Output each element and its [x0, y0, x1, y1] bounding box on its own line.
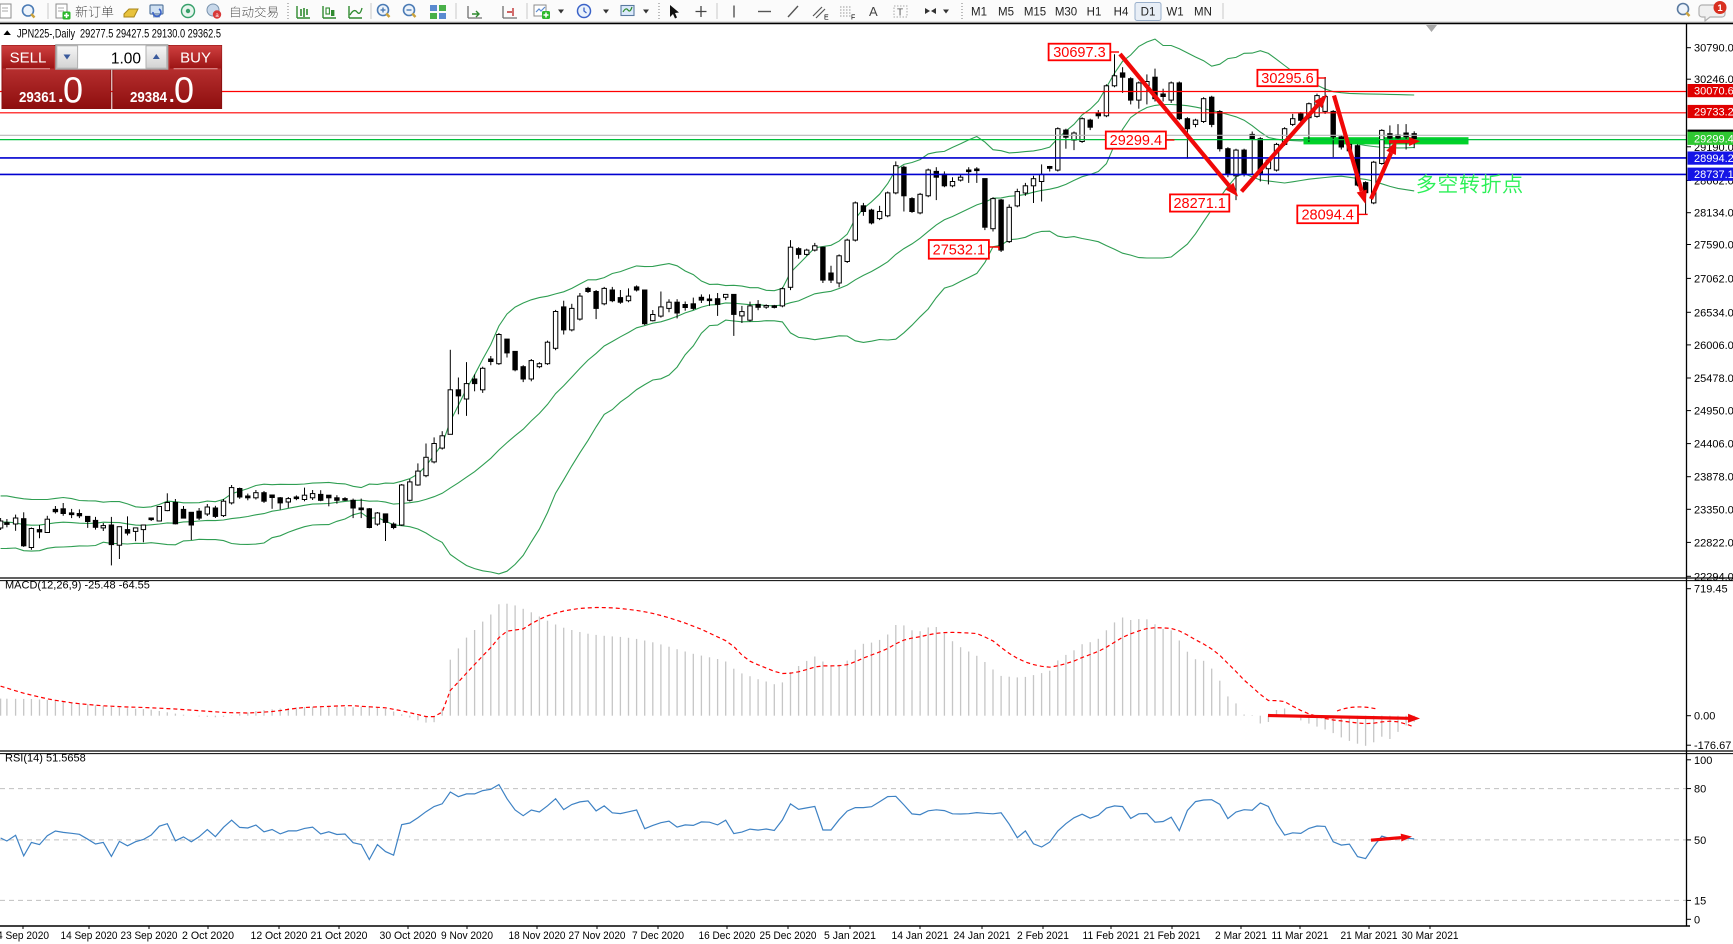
svg-text:29384: 29384 [130, 89, 168, 106]
svg-text:27 Nov 2020: 27 Nov 2020 [569, 930, 626, 942]
svg-text:28994.2: 28994.2 [1694, 153, 1733, 165]
svg-text:-176.67: -176.67 [1694, 740, 1731, 752]
svg-text:29299.4: 29299.4 [1694, 133, 1733, 145]
svg-text:T: T [897, 8, 903, 19]
svg-text:100: 100 [1694, 755, 1712, 767]
svg-text:1.00: 1.00 [111, 51, 142, 68]
svg-text:JPN225-,Daily: JPN225-,Daily [17, 27, 75, 41]
svg-text:50: 50 [1694, 835, 1706, 847]
svg-text:0: 0 [63, 70, 83, 111]
svg-text:29361: 29361 [19, 89, 56, 106]
svg-text:W1: W1 [1166, 7, 1183, 19]
svg-text:A: A [869, 4, 878, 19]
svg-text:25 Dec 2020: 25 Dec 2020 [760, 930, 817, 942]
svg-text:30070.6: 30070.6 [1694, 86, 1733, 98]
svg-text:27062.0: 27062.0 [1694, 273, 1733, 285]
svg-text:H1: H1 [1087, 7, 1102, 19]
svg-text:2 Feb 2021: 2 Feb 2021 [1017, 930, 1069, 942]
svg-text:25478.0: 25478.0 [1694, 373, 1733, 385]
svg-text:MN: MN [1194, 7, 1212, 19]
svg-text:30295.6: 30295.6 [1261, 71, 1313, 87]
svg-text:M15: M15 [1024, 7, 1046, 19]
svg-text:0: 0 [1694, 914, 1700, 926]
svg-text:a: a [215, 13, 219, 19]
svg-text:M1: M1 [971, 7, 987, 19]
svg-text:M5: M5 [998, 7, 1014, 19]
svg-text:28134.0: 28134.0 [1694, 208, 1733, 220]
svg-text:.: . [169, 85, 175, 107]
svg-text:H4: H4 [1114, 7, 1129, 19]
svg-text:1: 1 [1717, 3, 1723, 14]
svg-text:MACD(12,26,9) -25.48 -64.55: MACD(12,26,9) -25.48 -64.55 [5, 580, 150, 592]
svg-text:22294.0: 22294.0 [1694, 571, 1733, 583]
svg-text:23878.0: 23878.0 [1694, 472, 1733, 484]
svg-text:30790.0: 30790.0 [1694, 43, 1733, 55]
svg-text:28271.1: 28271.1 [1173, 196, 1225, 212]
svg-text:29733.2: 29733.2 [1694, 107, 1733, 119]
svg-text:26006.0: 26006.0 [1694, 340, 1733, 352]
svg-text:719.45: 719.45 [1694, 584, 1728, 596]
svg-text:D1: D1 [1141, 7, 1156, 19]
svg-text:E: E [824, 15, 829, 22]
svg-text:16 Dec 2020: 16 Dec 2020 [699, 930, 756, 942]
svg-text:24406.0: 24406.0 [1694, 439, 1733, 451]
svg-text:24 Jan 2021: 24 Jan 2021 [954, 930, 1011, 942]
svg-text:23 Sep 2020: 23 Sep 2020 [121, 930, 178, 942]
svg-text:5 Jan 2021: 5 Jan 2021 [824, 930, 876, 942]
svg-text:0: 0 [174, 70, 194, 111]
svg-text:14 Jan 2021: 14 Jan 2021 [892, 930, 949, 942]
svg-text:26534.0: 26534.0 [1694, 307, 1733, 319]
svg-text:30246.0: 30246.0 [1694, 74, 1733, 86]
svg-text:21 Feb 2021: 21 Feb 2021 [1144, 930, 1201, 942]
svg-text:0.00: 0.00 [1694, 711, 1715, 723]
svg-text:21 Oct 2020: 21 Oct 2020 [311, 930, 368, 942]
svg-text:24950.0: 24950.0 [1694, 406, 1733, 418]
svg-text:.: . [58, 85, 64, 107]
svg-text:27532.1: 27532.1 [933, 242, 985, 258]
svg-text:29299.4: 29299.4 [1110, 133, 1162, 149]
svg-text:9 Nov 2020: 9 Nov 2020 [441, 930, 493, 942]
svg-text:7 Dec 2020: 7 Dec 2020 [632, 930, 684, 942]
svg-text:4 Sep 2020: 4 Sep 2020 [0, 930, 49, 942]
svg-text:28094.4: 28094.4 [1301, 207, 1353, 223]
svg-text:15: 15 [1694, 895, 1706, 907]
svg-text:11 Feb 2021: 11 Feb 2021 [1083, 930, 1140, 942]
svg-text:23350.0: 23350.0 [1694, 504, 1733, 516]
svg-text:80: 80 [1694, 784, 1706, 796]
svg-text:21 Mar 2021: 21 Mar 2021 [1341, 930, 1398, 942]
svg-text:BUY: BUY [180, 50, 211, 67]
svg-text:30 Oct 2020: 30 Oct 2020 [380, 930, 437, 942]
svg-text:29277.5 29427.5 29130.0 29362.: 29277.5 29427.5 29130.0 29362.5 [80, 27, 221, 41]
svg-text:12 Oct 2020: 12 Oct 2020 [251, 930, 308, 942]
svg-text:14 Sep 2020: 14 Sep 2020 [61, 930, 118, 942]
svg-text:F: F [851, 15, 855, 22]
svg-text:M30: M30 [1055, 7, 1077, 19]
svg-text:SELL: SELL [10, 50, 47, 67]
svg-text:30697.3: 30697.3 [1053, 45, 1105, 61]
svg-text:11 Mar 2021: 11 Mar 2021 [1272, 930, 1329, 942]
svg-text:22822.0: 22822.0 [1694, 537, 1733, 549]
svg-text:27590.0: 27590.0 [1694, 240, 1733, 252]
svg-text:2 Mar 2021: 2 Mar 2021 [1215, 930, 1267, 942]
svg-text:RSI(14) 51.5658: RSI(14) 51.5658 [5, 753, 86, 765]
svg-text:2 Oct 2020: 2 Oct 2020 [182, 930, 234, 942]
svg-text:28737.1: 28737.1 [1694, 169, 1733, 181]
svg-text:18 Nov 2020: 18 Nov 2020 [509, 930, 566, 942]
svg-text:30 Mar 2021: 30 Mar 2021 [1402, 930, 1459, 942]
